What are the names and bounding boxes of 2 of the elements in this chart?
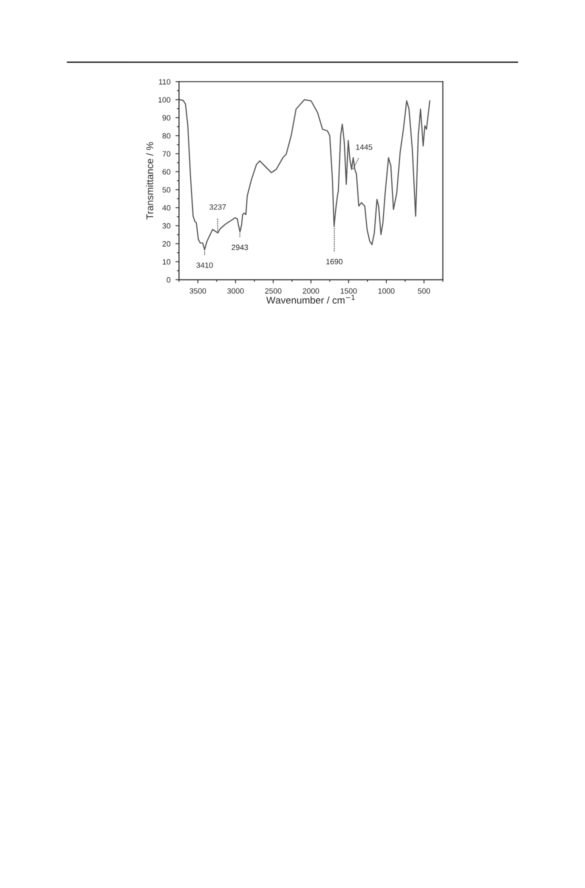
x-axis-title: Wavenumber / cm$^{−1}$ [266,294,355,304]
y-axis-title: Transmittance / % [146,142,154,220]
